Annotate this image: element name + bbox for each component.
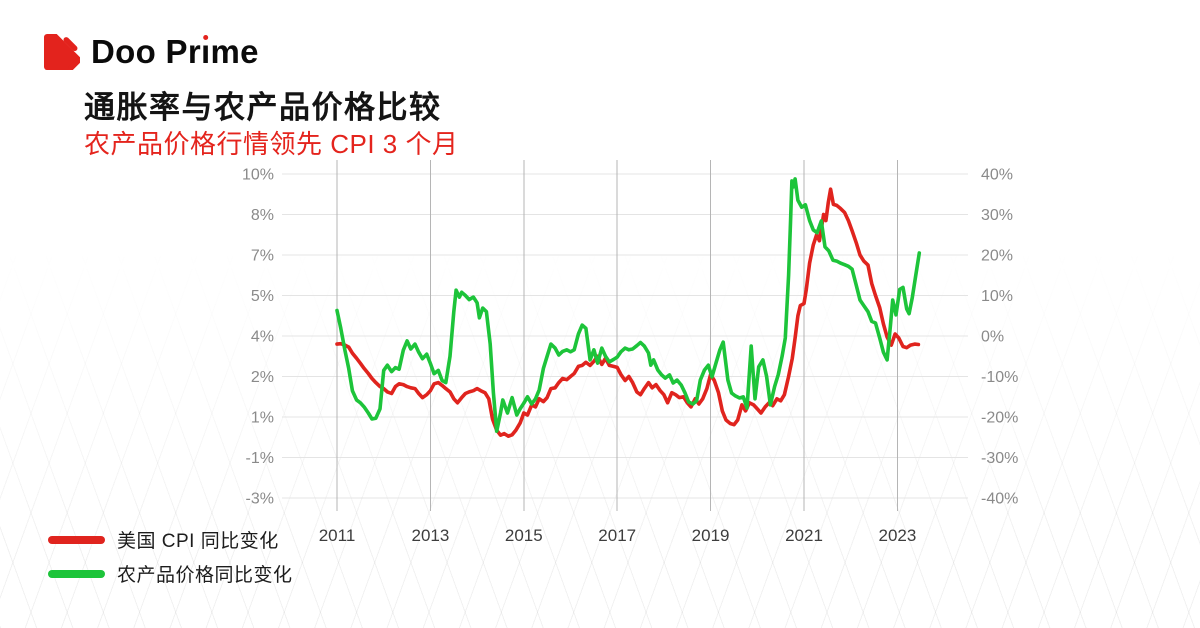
left-axis-label: 2% [251, 369, 274, 386]
right-axis-label: 10% [981, 288, 1013, 305]
logo-text-left: Doo Pr [91, 33, 201, 70]
doo-prime-logo-text: Doo Prı me [91, 34, 259, 70]
logo-text-right: me [210, 33, 259, 70]
right-axis-label: 20% [981, 248, 1013, 265]
left-axis-label: -3% [246, 491, 274, 508]
agri-price-line [335, 177, 922, 433]
left-axis-label: 5% [251, 288, 274, 305]
cpi-line-swatch [48, 535, 105, 544]
right-axis-label: 30% [981, 207, 1013, 224]
page-title: 通胀率与农产品价格比较 [84, 90, 442, 125]
legend-label-us-cpi: 美国 CPI 同比变化 [117, 531, 279, 552]
page-subtitle: 农产品价格行情领先 CPI 3 个月 [84, 129, 459, 159]
x-axis-label: 2019 [692, 526, 730, 545]
left-axis-label: 10% [242, 167, 274, 184]
left-axis-label: -1% [246, 450, 274, 467]
left-axis-label: 4% [251, 329, 274, 346]
right-axis-label: -20% [981, 410, 1018, 427]
legend-label-agri-price: 农产品价格同比变化 [117, 565, 293, 586]
left-axis-label: 7% [251, 248, 274, 265]
doo-prime-logo: Doo Prı me [44, 34, 259, 70]
x-axis-label: 2011 [319, 526, 356, 545]
x-axis-label: 2013 [411, 526, 449, 545]
logo-letter-i: ı [200, 33, 211, 70]
x-axis-label: 2023 [878, 526, 916, 545]
right-axis-label: -30% [981, 450, 1018, 467]
logo-i-red-dot [202, 34, 209, 41]
doo-prime-logo-icon [44, 34, 80, 70]
left-axis-label: 1% [251, 410, 274, 427]
left-axis-label: 8% [251, 207, 274, 224]
x-axis-label: 2015 [505, 526, 543, 545]
x-axis-label: 2021 [785, 526, 823, 545]
legend-item-us-cpi: 美国 CPI 同比变化 [48, 527, 293, 552]
agri-line-swatch [48, 569, 105, 578]
right-axis-label: 0% [981, 329, 1004, 346]
legend-item-agri-price: 农产品价格同比变化 [48, 561, 293, 586]
cpi-line [335, 187, 921, 438]
right-axis-label: 40% [981, 167, 1013, 184]
right-axis-label: -10% [981, 369, 1018, 386]
right-axis-label: -40% [981, 491, 1018, 508]
x-axis-label: 2017 [598, 526, 636, 545]
chart-legend: 美国 CPI 同比变化 农产品价格同比变化 [48, 527, 293, 595]
